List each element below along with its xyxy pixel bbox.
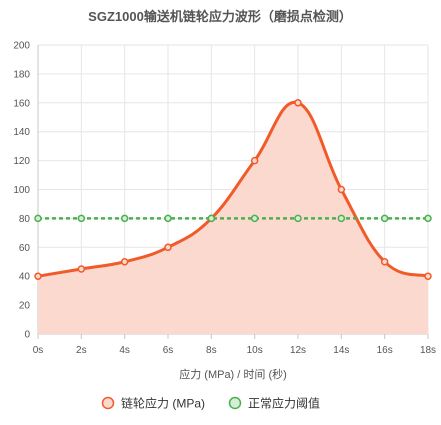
series-1-point (250, 214, 259, 223)
legend-item-0: 链轮应力 (MPa) (101, 396, 205, 411)
series-0-point (337, 185, 346, 194)
series-1-point (120, 214, 129, 223)
y-tick-label: 100 (13, 185, 30, 196)
series-1-point (380, 214, 389, 223)
series-1-point (337, 214, 346, 223)
chart-title: SGZ1000输送机链轮应力波形（磨损点检测） (88, 9, 352, 24)
y-tick-label: 0 (24, 330, 30, 341)
x-axis-ticks: 0s 2s 4s 6s 8s 10s 12s 14s 16s 18s (33, 345, 436, 356)
y-tick-label: 160 (13, 98, 30, 109)
legend: 链轮应力 (MPa) 正常应力阈值 (101, 396, 320, 411)
legend-marker (228, 396, 242, 410)
x-tick-label: 14s (333, 345, 349, 356)
y-tick-label: 20 (19, 301, 31, 312)
series-0-area (38, 102, 428, 334)
series-0-point (164, 243, 172, 252)
series-0-point (120, 258, 129, 266)
series-1-point (164, 214, 172, 223)
x-axis-label: 应力 (MPa) / 时间 (秒) (179, 367, 287, 381)
x-tick-label: 8s (206, 345, 217, 356)
legend-marker (101, 396, 115, 410)
y-tick-label: 200 (13, 41, 30, 52)
series-1-point (424, 214, 432, 223)
x-tick-label: 4s (119, 345, 130, 356)
series-0-point (250, 156, 259, 165)
x-tick-label: 0s (33, 345, 44, 356)
series-1-point (34, 214, 42, 223)
legend-label: 正常应力阈值 (248, 396, 320, 411)
y-tick-label: 180 (13, 69, 30, 80)
series-0-point (424, 272, 432, 280)
y-tick-label: 40 (19, 272, 31, 283)
series-0-point (34, 272, 42, 280)
series-layer (34, 99, 432, 334)
y-tick-label: 120 (13, 156, 30, 167)
x-tick-label: 12s (290, 345, 306, 356)
series-0-line (37, 100, 429, 278)
y-tick-label: 140 (13, 127, 30, 138)
series-0-point (380, 258, 389, 266)
y-tick-label: 60 (19, 243, 31, 254)
series-0-point (77, 265, 86, 273)
x-tick-label: 2s (76, 345, 87, 356)
y-axis-ticks: 0 20 40 60 80 100 120 140 160 180 200 (13, 41, 30, 341)
x-tick-label: 10s (247, 345, 263, 356)
legend-item-1: 正常应力阈值 (228, 396, 320, 411)
series-1-point (207, 214, 216, 223)
y-tick-label: 80 (19, 214, 31, 225)
x-tick-label: 6s (163, 345, 174, 356)
legend-label: 链轮应力 (MPa) (121, 396, 205, 411)
x-tick-label: 18s (420, 345, 436, 356)
x-tick-label: 16s (377, 345, 393, 356)
series-1-point (294, 214, 302, 223)
series-0-point (294, 99, 302, 107)
series-1-point (77, 214, 86, 223)
